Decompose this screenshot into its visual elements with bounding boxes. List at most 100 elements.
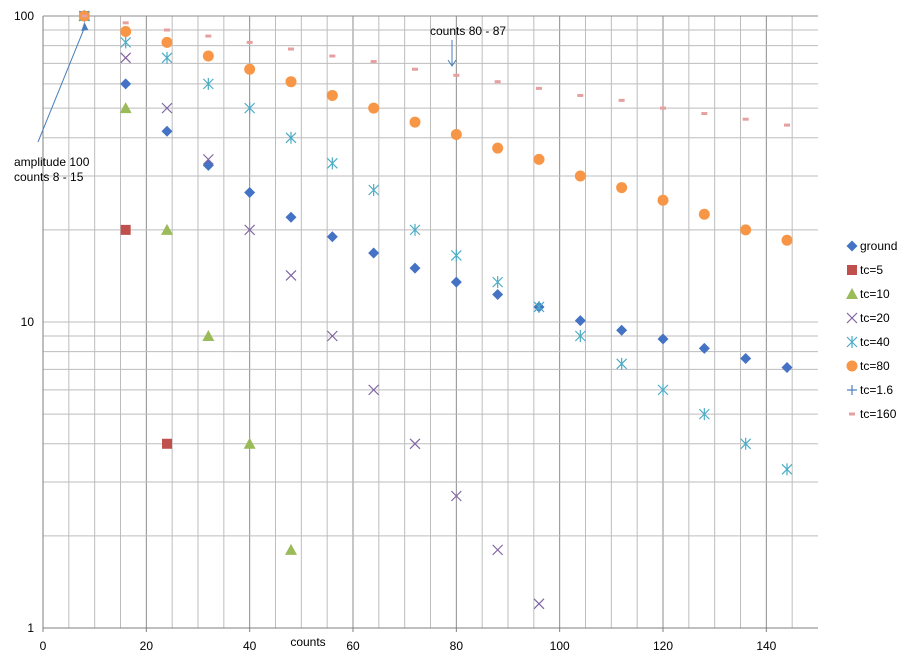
legend-label: tc=20 — [860, 311, 890, 325]
data-point — [409, 223, 421, 236]
data-point — [409, 116, 421, 128]
legend-label: tc=1.6 — [860, 383, 893, 397]
data-point — [784, 123, 790, 127]
data-point — [492, 288, 504, 300]
data-point — [740, 437, 752, 450]
data-point — [120, 36, 132, 49]
data-point — [161, 102, 173, 114]
data-point — [202, 50, 214, 62]
data-point — [288, 47, 294, 51]
legend: ground tc=5 tc=10 tc=20 tc=40 tc=80 tc=1.6 tc=1… — [846, 239, 897, 421]
data-point — [616, 324, 628, 336]
data-point — [657, 333, 669, 345]
data-point — [660, 106, 666, 110]
data-point — [244, 186, 256, 198]
data-point — [574, 170, 586, 182]
legend-label: tc=160 — [860, 407, 897, 421]
data-point — [453, 73, 460, 77]
series-tc=160 — [81, 14, 790, 127]
data-point — [368, 184, 380, 197]
data-point — [202, 330, 215, 342]
data-point — [81, 14, 88, 18]
data-point — [202, 153, 214, 165]
data-point — [412, 67, 418, 71]
annotation-arrow-head — [81, 22, 89, 31]
x-tick-labels: 0 20 40 60 80 100 120 140 — [40, 628, 777, 653]
data-point — [368, 384, 380, 396]
data-point — [657, 194, 669, 206]
x-tick-label: 80 — [450, 639, 464, 653]
legend-label: ground — [860, 239, 897, 253]
x-tick-label: 100 — [550, 639, 570, 653]
data-point — [161, 125, 173, 137]
legend-marker — [847, 385, 857, 395]
data-point — [409, 438, 421, 450]
legend-label: tc=5 — [860, 263, 883, 277]
data-point — [494, 80, 501, 84]
data-point — [742, 117, 749, 121]
data-point — [698, 342, 710, 354]
data-point — [244, 102, 256, 115]
data-point — [533, 153, 545, 165]
data-point — [205, 34, 212, 38]
data-point — [161, 51, 173, 64]
axes — [42, 16, 818, 629]
legend-item: tc=1.6 — [847, 383, 893, 397]
x-tick-label: 140 — [756, 639, 776, 653]
data-point — [698, 408, 710, 421]
legend-item: ground — [846, 239, 897, 253]
y-tick-labels: 1 10 100 — [14, 9, 34, 635]
annotation-line: counts 8 - 15 — [14, 170, 84, 184]
x-tick-label: 60 — [346, 639, 360, 653]
data-point — [781, 463, 793, 476]
data-point — [285, 543, 297, 555]
data-point — [285, 211, 297, 223]
y-tick-label: 100 — [14, 9, 34, 23]
data-point — [122, 21, 129, 25]
data-point — [285, 269, 297, 281]
legend-item: tc=160 — [849, 407, 897, 421]
data-point — [161, 223, 173, 235]
data-point — [492, 142, 504, 154]
data-point — [285, 76, 297, 88]
data-point — [120, 25, 132, 37]
data-point — [618, 98, 625, 102]
data-point — [368, 102, 380, 114]
legend-item: tc=40 — [846, 335, 890, 349]
data-point — [740, 224, 752, 236]
data-point — [740, 352, 752, 364]
x-tick-label: 0 — [40, 639, 47, 653]
data-point — [450, 490, 462, 502]
legend-marker — [846, 240, 858, 252]
data-point — [244, 63, 256, 75]
data-point — [574, 315, 586, 327]
data-point — [450, 276, 462, 288]
legend-item: tc=80 — [846, 359, 890, 373]
y-tick-label: 1 — [27, 621, 34, 635]
data-point — [164, 28, 170, 32]
data-point — [781, 234, 793, 246]
data-point — [161, 36, 173, 48]
legend-label: tc=40 — [860, 335, 890, 349]
legend-label: tc=80 — [860, 359, 890, 373]
annotations: amplitude 100 counts 8 - 15 counts 80 - 87 — [14, 22, 506, 184]
grid-lines — [43, 15, 818, 628]
data-point — [370, 60, 377, 64]
data-point — [574, 330, 586, 343]
legend-marker — [846, 312, 858, 324]
data-point — [243, 437, 256, 449]
data-point — [326, 330, 338, 342]
data-point — [120, 52, 132, 64]
data-point — [202, 77, 214, 90]
data-point — [657, 383, 669, 396]
data-point — [119, 102, 132, 114]
legend-marker — [847, 265, 857, 275]
legend-item: tc=5 — [847, 263, 883, 277]
legend-marker — [846, 360, 858, 372]
x-axis-label: counts — [290, 635, 325, 649]
data-point — [326, 89, 338, 101]
annotation-counts-80: counts 80 - 87 — [430, 24, 506, 38]
data-point — [616, 357, 628, 370]
data-point — [492, 276, 504, 289]
